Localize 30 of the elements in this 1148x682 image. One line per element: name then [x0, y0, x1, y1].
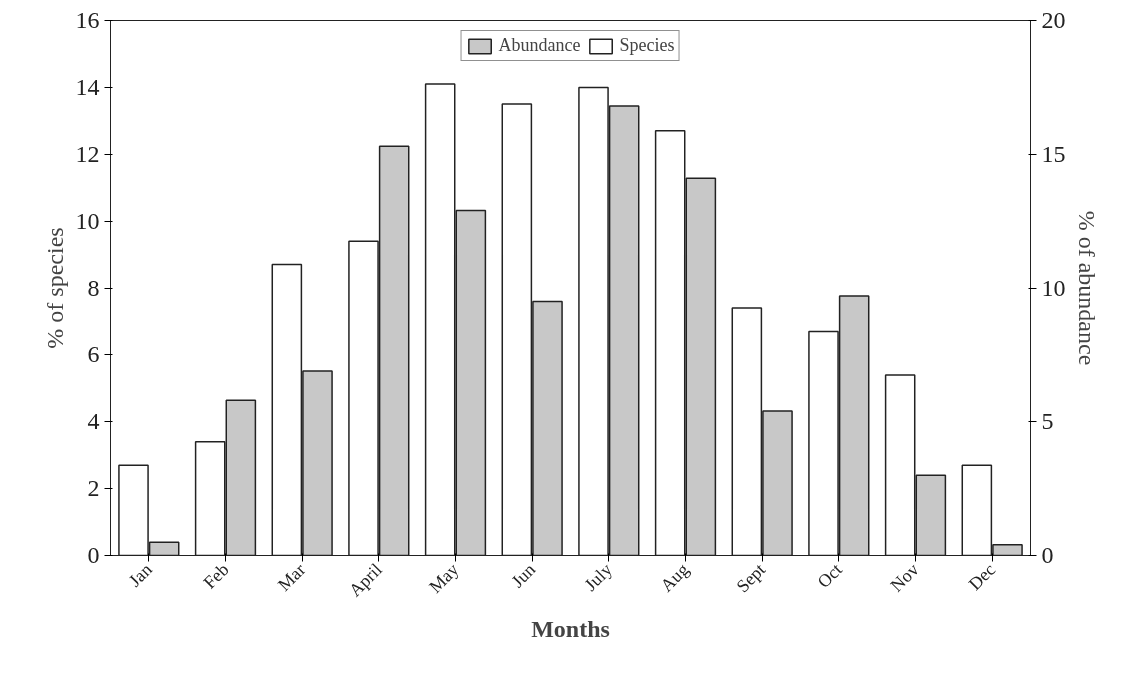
legend-label: Abundance	[498, 35, 581, 56]
y-tick-label: 6	[87, 341, 100, 368]
y2-axis-title: % of abundance	[1073, 210, 1100, 366]
y-tick-label: 8	[87, 274, 100, 301]
y-tick-label: 2	[87, 475, 100, 502]
y2-tick-label: 15	[1041, 140, 1066, 167]
x-tick-label: Jan	[124, 559, 156, 591]
y2-tick-label: 20	[1041, 7, 1066, 33]
x-axis-title: Months	[531, 615, 610, 642]
y-tick-label: 16	[75, 7, 100, 33]
y-tick-label: 10	[75, 207, 100, 234]
legend-label: Species	[619, 35, 675, 56]
x-tick-label: Feb	[199, 559, 233, 593]
x-tick-label: Aug	[656, 559, 693, 596]
x-tick-label: July	[580, 559, 616, 595]
y2-tick-label: 5	[1041, 408, 1054, 435]
x-tick-label: Jun	[507, 559, 540, 592]
y2-tick-label: 10	[1041, 274, 1066, 301]
y-tick-label: 4	[87, 408, 100, 435]
y-tick-label: 12	[75, 140, 100, 167]
x-tick-label: May	[425, 559, 463, 597]
y-axis-title: % of species	[41, 227, 68, 349]
x-tick-label: Nov	[886, 559, 923, 596]
x-tick-label: Dec	[964, 559, 1000, 595]
x-tick-label: Mar	[273, 559, 310, 595]
y-tick-label: 14	[75, 73, 100, 100]
y2-tick-label: 0	[1041, 542, 1054, 568]
y-tick-label: 0	[87, 542, 100, 568]
x-tick-label: Sept	[732, 559, 770, 597]
x-tick-label: Oct	[813, 559, 846, 592]
